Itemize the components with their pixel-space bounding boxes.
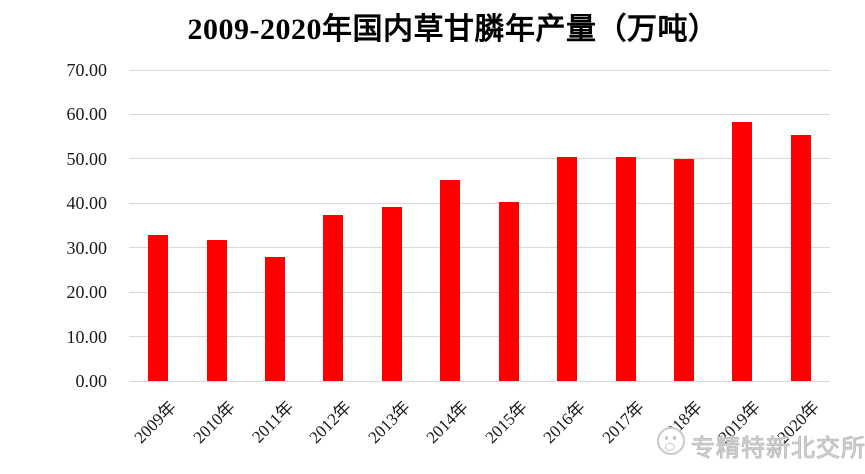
bar-2012年 — [323, 215, 344, 381]
smiley-left-eye — [665, 436, 668, 440]
y-tick-label: 40.00 — [66, 193, 108, 214]
x-tick-label: 2012年 — [305, 397, 356, 448]
x-tick-label: 2009年 — [130, 397, 181, 448]
bar-2009年 — [148, 235, 169, 381]
smiley-right-eye — [673, 436, 676, 440]
y-tick-label: 0.00 — [75, 371, 108, 391]
gridline — [129, 291, 830, 293]
x-tick-label: 2013年 — [364, 397, 414, 448]
y-tick-label: 60.00 — [66, 104, 108, 125]
x-tick-label: 2011年 — [247, 397, 298, 447]
y-tick-label: 30.00 — [66, 237, 108, 258]
gridline — [129, 113, 830, 115]
smiley-mouth — [665, 443, 675, 451]
y-tick-label: 70.00 — [66, 60, 108, 80]
bar-2011年 — [265, 256, 286, 381]
x-tick-label: 2014年 — [422, 397, 473, 448]
bar-2013年 — [381, 207, 402, 381]
gridline — [129, 336, 830, 338]
bar-2010年 — [206, 240, 227, 381]
gridline — [129, 380, 830, 382]
bar-2020年 — [790, 135, 811, 381]
gridline — [129, 247, 830, 249]
bar-2019年 — [732, 121, 753, 381]
y-tick-label: 20.00 — [66, 282, 108, 303]
bar-2014年 — [440, 180, 461, 381]
bar-2015年 — [498, 201, 519, 381]
gridline — [129, 158, 830, 160]
bar-2016年 — [557, 156, 578, 381]
x-tick-label: 2016年 — [539, 397, 590, 448]
bar-2018年 — [673, 159, 694, 381]
watermark: 专精特新北交所 — [650, 420, 865, 470]
x-tick-label: 2015年 — [481, 397, 531, 448]
wechat-smiley-icon — [657, 427, 685, 455]
y-tick-label: 50.00 — [66, 148, 108, 169]
gridline — [129, 69, 830, 71]
chart-title: 2009-2020年国内草甘膦年产量（万吨） — [187, 13, 719, 46]
watermark-text: 专精特新北交所 — [691, 435, 865, 463]
x-tick-label: 2010年 — [189, 397, 239, 448]
bar-2017年 — [615, 156, 636, 381]
x-tick-label: 2017年 — [598, 397, 648, 448]
y-tick-label: 10.00 — [66, 326, 108, 347]
gridline — [129, 202, 830, 204]
